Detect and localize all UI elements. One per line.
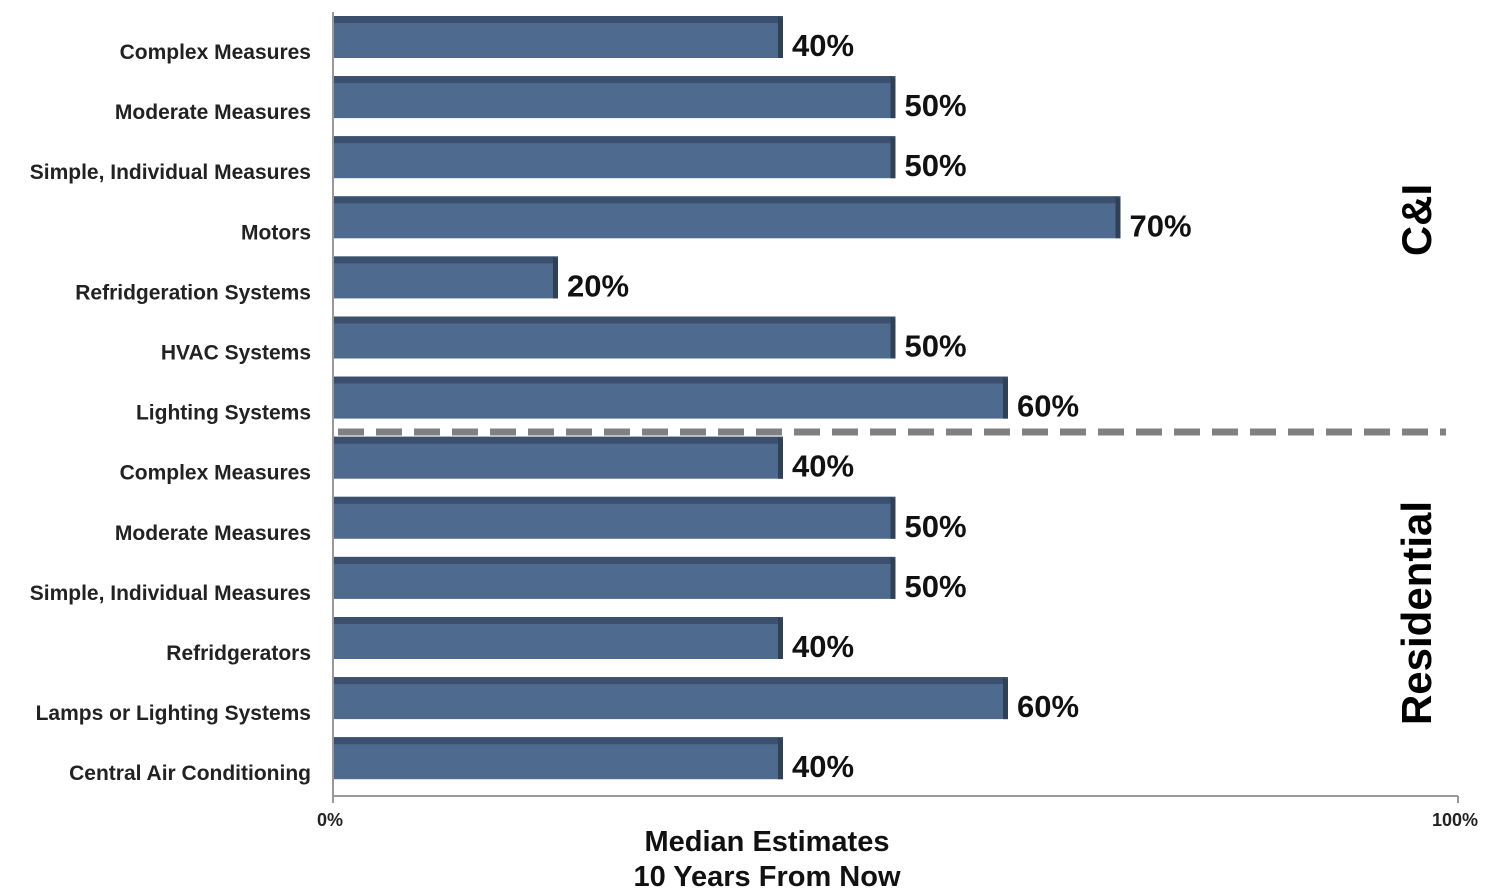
category-label: Simple, Individual Measures bbox=[30, 582, 311, 605]
category-label: Refridgerators bbox=[166, 642, 311, 665]
bar bbox=[333, 76, 896, 119]
group-label-residential: Residential bbox=[1393, 501, 1440, 725]
bar bbox=[333, 617, 783, 659]
category-label: Motors bbox=[241, 221, 311, 244]
category-label: HVAC Systems bbox=[161, 342, 311, 365]
bar bbox=[333, 556, 896, 599]
value-label: 60% bbox=[1017, 689, 1079, 724]
bar bbox=[333, 737, 783, 780]
value-label: 50% bbox=[905, 569, 967, 604]
value-label: 50% bbox=[905, 148, 967, 183]
value-label: 60% bbox=[1017, 389, 1079, 424]
category-label: Simple, Individual Measures bbox=[30, 161, 311, 184]
value-label: 20% bbox=[567, 268, 629, 303]
bar bbox=[333, 496, 896, 539]
value-label: 40% bbox=[792, 28, 854, 63]
category-label: Moderate Measures bbox=[115, 101, 311, 124]
value-label: 50% bbox=[905, 509, 967, 544]
value-label: 40% bbox=[792, 449, 854, 484]
value-label: 50% bbox=[905, 88, 967, 123]
bar bbox=[333, 256, 558, 299]
value-label: 40% bbox=[792, 749, 854, 784]
bar bbox=[333, 136, 896, 179]
bar bbox=[333, 376, 1008, 419]
category-label: Lighting Systems bbox=[136, 402, 311, 425]
bar bbox=[333, 196, 1121, 239]
bar bbox=[333, 677, 1008, 720]
value-label: 70% bbox=[1130, 208, 1192, 243]
bar bbox=[333, 16, 783, 58]
x-axis-title-line-1: Median Estimates bbox=[645, 826, 890, 858]
value-label: 50% bbox=[905, 329, 967, 364]
x-tick-label-min: 0% bbox=[317, 810, 343, 830]
category-label: Central Air Conditioning bbox=[69, 762, 311, 785]
category-label: Refridgeration Systems bbox=[75, 281, 311, 304]
category-label: Complex Measures bbox=[120, 41, 311, 64]
value-labels: 40% 50% 50% 70% 20% 50% 60% 40% 50% 50% 40% 60% 40% bbox=[567, 28, 1192, 784]
value-label: 40% bbox=[792, 629, 854, 664]
category-labels: Complex Measures Moderate Measures Simple,… bbox=[30, 41, 311, 785]
group-label-ci: C&I bbox=[1393, 184, 1440, 256]
category-label: Moderate Measures bbox=[115, 522, 311, 545]
x-axis-title-line-2: 10 Years From Now bbox=[633, 861, 900, 893]
x-tick-label-max: 100% bbox=[1432, 810, 1478, 830]
category-label: Complex Measures bbox=[120, 462, 311, 485]
bar bbox=[333, 316, 896, 359]
category-label: Lamps or Lighting Systems bbox=[36, 702, 311, 725]
bars-layer bbox=[333, 16, 1121, 780]
bar bbox=[333, 436, 783, 479]
